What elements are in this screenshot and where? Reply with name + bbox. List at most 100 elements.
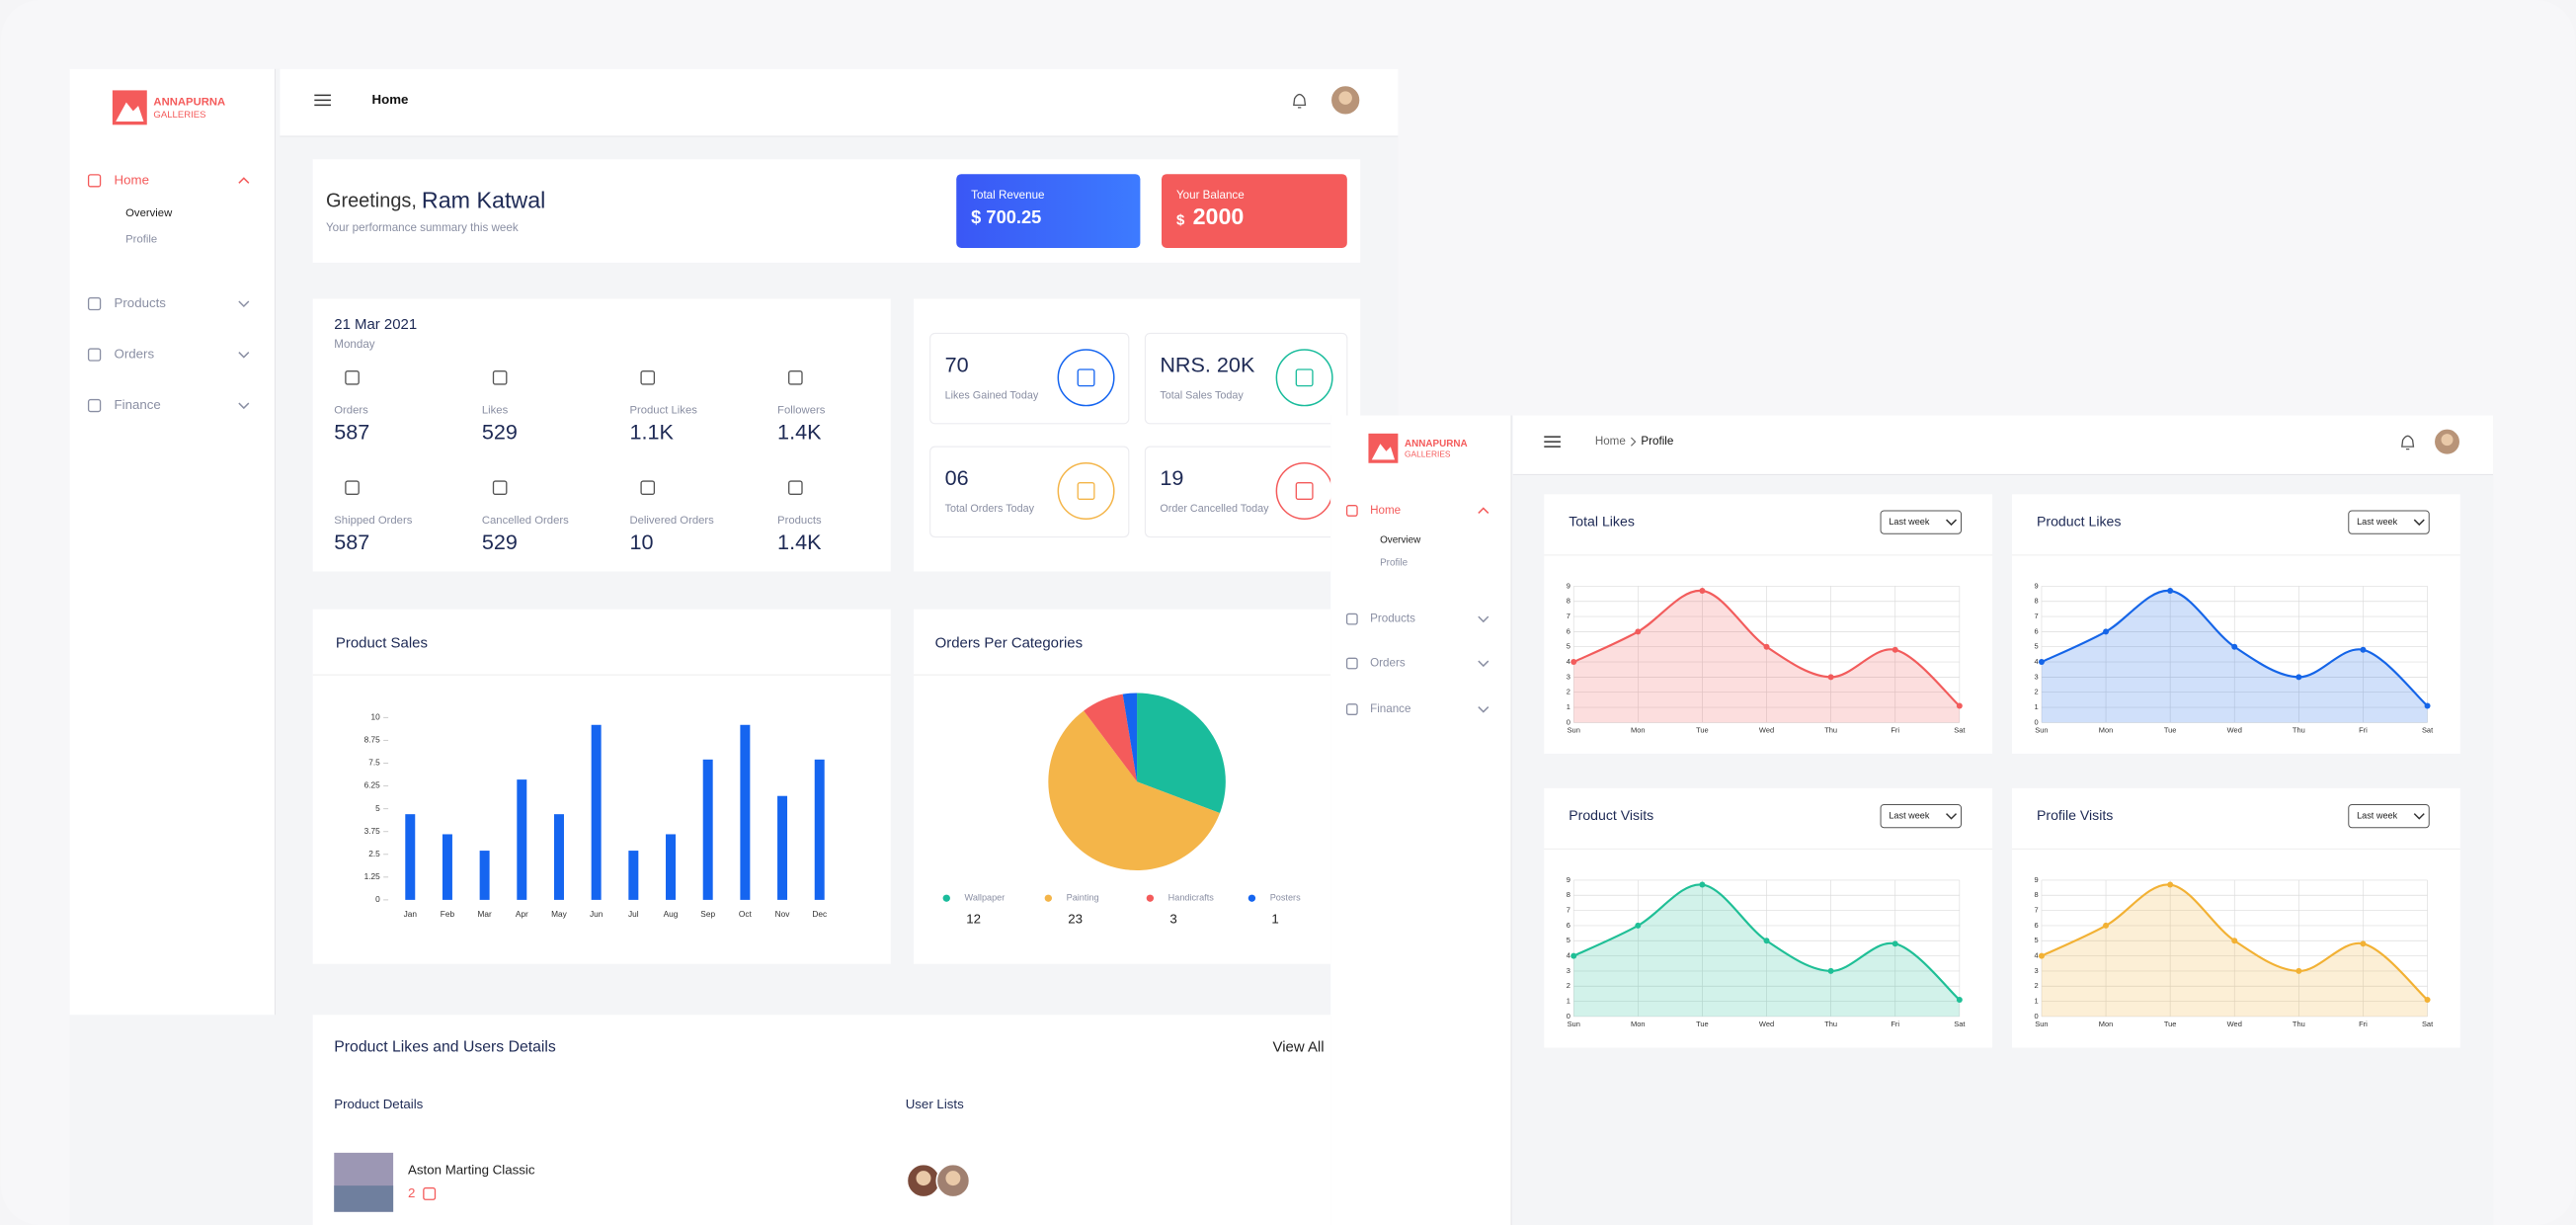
y-tick-label: 9 xyxy=(2034,581,2038,590)
avatar[interactable] xyxy=(935,1163,971,1198)
nav-subitem[interactable]: Profile xyxy=(1380,558,1408,569)
y-tick-label: 7 xyxy=(2034,612,2038,620)
x-tick-label: Sep xyxy=(700,909,715,919)
today-value: 70 xyxy=(945,352,969,376)
chart-title: Product Visits xyxy=(1569,807,1653,823)
revenue-amount: $ 700.25 xyxy=(971,206,1041,227)
icon xyxy=(1295,368,1314,387)
nav-subitem[interactable]: Overview xyxy=(1380,534,1421,545)
nav-item[interactable]: Orders xyxy=(1370,657,1406,670)
y-tick-label: 3 xyxy=(1567,966,1570,975)
stat-value: 1.4K xyxy=(777,420,822,445)
x-tick-label: May xyxy=(551,909,568,919)
nav-subitem[interactable]: Overview xyxy=(125,207,173,219)
chevron[interactable] xyxy=(1478,660,1489,668)
chevron[interactable] xyxy=(1478,507,1489,514)
notification-bell[interactable] xyxy=(1293,93,1307,109)
logo-mountain xyxy=(116,102,144,122)
y-tick-label: 8.75 xyxy=(364,735,381,745)
y-tick-label: 1 xyxy=(1567,702,1570,711)
y-tick-label: 5 xyxy=(2034,936,2038,944)
chevron[interactable] xyxy=(238,177,250,184)
x-tick-label: Wed xyxy=(1759,1020,1774,1028)
top-bar xyxy=(280,68,1399,136)
nav-item[interactable]: Home xyxy=(115,172,149,187)
point xyxy=(1699,588,1706,594)
filter-label[interactable]: Last week xyxy=(1889,517,1930,527)
summary-weekday: Monday xyxy=(334,338,375,351)
y-tick-label: 7 xyxy=(2034,906,2038,915)
y-tick-label: 4 xyxy=(1567,951,1570,960)
nav-item[interactable]: Finance xyxy=(1370,702,1410,715)
chevron[interactable] xyxy=(2413,813,2425,820)
y-tick-label: 2 xyxy=(2034,688,2038,696)
icon xyxy=(1077,482,1095,500)
summary-date: 21 Mar 2021 xyxy=(334,316,417,333)
y-tick-label: 9 xyxy=(2034,875,2038,884)
chevron[interactable] xyxy=(1478,706,1489,713)
chevron[interactable] xyxy=(238,300,250,308)
chevron[interactable] xyxy=(238,402,250,410)
y-tick-label: 3.75 xyxy=(364,826,381,836)
filter-select[interactable] xyxy=(2348,803,2430,829)
avatar[interactable] xyxy=(1329,84,1361,117)
avatar[interactable] xyxy=(906,1163,941,1198)
point xyxy=(1892,940,1898,947)
icon xyxy=(788,369,803,385)
chart-card xyxy=(1544,787,1993,1048)
breadcrumb[interactable]: Home xyxy=(1595,435,1626,448)
stat-label: Likes xyxy=(482,405,509,417)
icon xyxy=(87,296,102,311)
point xyxy=(2424,997,2431,1004)
nav-item[interactable]: Home xyxy=(1370,504,1401,517)
filter-select[interactable] xyxy=(1880,510,1962,534)
nav-item[interactable]: Finance xyxy=(115,397,161,412)
y-tick-label: 5 xyxy=(1567,936,1570,944)
y-tick-label: 4 xyxy=(1567,657,1570,666)
y-tick-label: 7.5 xyxy=(368,758,380,768)
notification-bell[interactable] xyxy=(2401,435,2415,450)
filter-select[interactable] xyxy=(2348,510,2430,534)
point xyxy=(2295,967,2302,974)
point xyxy=(1956,997,1963,1004)
nav-item[interactable]: Products xyxy=(1370,612,1415,625)
chevron[interactable] xyxy=(2413,519,2425,527)
nav-item[interactable]: Orders xyxy=(115,347,155,362)
filter-label[interactable]: Last week xyxy=(2357,517,2398,527)
view-all[interactable]: View All xyxy=(1273,1038,1325,1055)
data-label: 1 xyxy=(1271,911,1278,926)
stat-label: Product Likes xyxy=(629,405,697,417)
stat-value: 529 xyxy=(482,530,518,554)
greeting-subtitle: Your performance summary this week xyxy=(326,221,519,234)
filter-label[interactable]: Last week xyxy=(2357,811,2398,821)
stat-label: Delivered Orders xyxy=(629,515,714,527)
filter-label[interactable]: Last week xyxy=(1889,811,1930,821)
avatar[interactable] xyxy=(2433,428,2461,456)
point xyxy=(2231,643,2238,650)
icon xyxy=(492,480,508,495)
chevron[interactable] xyxy=(1946,813,1958,820)
menu-toggle[interactable] xyxy=(314,94,331,107)
menu-toggle[interactable] xyxy=(1544,436,1561,448)
y-tick-label: 0 xyxy=(375,894,380,904)
chevron[interactable] xyxy=(238,352,250,359)
x-tick-label: Jul xyxy=(628,909,639,919)
chart-card xyxy=(1544,494,1993,754)
y-tick-label: 1 xyxy=(1567,997,1570,1006)
y-tick-label: 9 xyxy=(1567,875,1570,884)
balance-card xyxy=(1162,174,1347,248)
y-tick-label: 4 xyxy=(2034,657,2038,666)
point xyxy=(1956,702,1963,709)
filter-select[interactable] xyxy=(1880,803,1962,829)
stat-label: Shipped Orders xyxy=(334,515,412,527)
nav-item[interactable]: Products xyxy=(115,295,167,310)
x-tick-label: Jan xyxy=(404,909,418,919)
chevron[interactable] xyxy=(1478,615,1489,623)
legend-dot xyxy=(1146,894,1155,902)
nav-subitem[interactable]: Profile xyxy=(125,234,157,246)
chevron[interactable] xyxy=(1946,519,1958,527)
logo-text: GALLERIES xyxy=(1405,449,1451,459)
chart-card xyxy=(2012,787,2460,1048)
y-tick-label: 2.5 xyxy=(368,849,380,858)
